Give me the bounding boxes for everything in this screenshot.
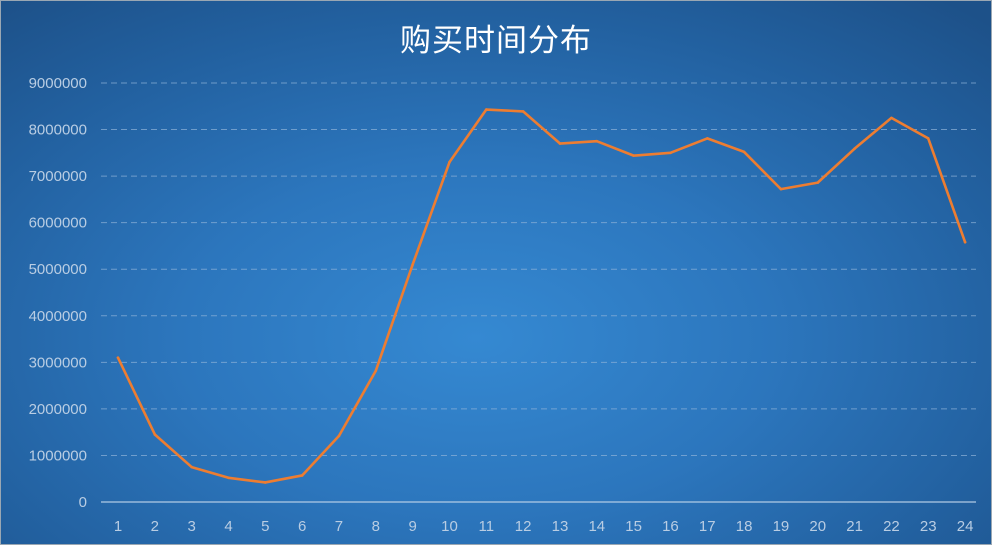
x-tick-label: 5 (261, 518, 269, 535)
y-tick-label: 8000000 (29, 122, 87, 139)
x-tick-label: 20 (809, 518, 826, 535)
data-point (890, 116, 893, 120)
x-tick-label: 2 (151, 518, 159, 535)
data-point (227, 476, 230, 480)
y-tick-label: 4000000 (29, 308, 87, 325)
data-point (816, 181, 820, 184)
data-point (558, 142, 562, 145)
data-point (595, 139, 599, 143)
y-tick-label: 1000000 (29, 447, 87, 464)
data-point (411, 263, 414, 266)
x-tick-label: 3 (187, 518, 195, 535)
data-point (190, 465, 193, 469)
data-point (264, 481, 267, 484)
x-tick-label: 13 (552, 518, 569, 535)
x-tick-label: 24 (957, 518, 974, 535)
x-tick-label: 23 (920, 518, 937, 535)
x-tick-label: 17 (699, 518, 716, 535)
data-point (337, 434, 341, 438)
data-point (853, 147, 856, 150)
data-point (963, 240, 967, 244)
x-tick-label: 15 (625, 518, 642, 535)
series-line (116, 108, 967, 484)
y-tick-label: 0 (79, 494, 87, 511)
x-tick-label: 9 (408, 518, 416, 535)
data-point (632, 154, 635, 157)
y-tick-label: 2000000 (29, 401, 87, 418)
data-point (300, 474, 304, 477)
chart-title: 购买时间分布 (400, 23, 592, 59)
x-tick-label: 18 (736, 518, 753, 535)
x-tick-label: 16 (662, 518, 679, 535)
x-tick-label: 21 (846, 518, 863, 535)
x-tick-label: 10 (441, 518, 458, 535)
x-tick-label: 4 (224, 518, 232, 535)
data-point (779, 187, 783, 191)
y-tick-label: 5000000 (29, 261, 87, 278)
x-tick-label: 14 (588, 518, 605, 535)
data-point (705, 137, 709, 140)
y-tick-label: 6000000 (29, 215, 87, 232)
x-tick-label: 6 (298, 518, 306, 535)
x-tick-label: 8 (372, 518, 380, 535)
y-tick-label: 3000000 (29, 354, 87, 371)
x-tick-label: 7 (335, 518, 343, 535)
data-point (448, 160, 451, 164)
data-point (153, 433, 157, 436)
data-point (374, 369, 378, 373)
x-tick-label: 12 (515, 518, 532, 535)
data-point (485, 108, 488, 111)
data-point (742, 150, 746, 154)
data-point (521, 110, 525, 113)
data-point (116, 356, 120, 359)
y-tick-label: 7000000 (29, 168, 87, 185)
x-tick-label: 22 (883, 518, 900, 535)
data-point (926, 137, 930, 140)
data-point (669, 151, 672, 155)
x-tick-label: 11 (479, 518, 495, 535)
y-tick-label: 9000000 (29, 75, 87, 92)
x-tick-label: 1 (114, 518, 122, 535)
x-tick-label: 19 (773, 518, 790, 535)
